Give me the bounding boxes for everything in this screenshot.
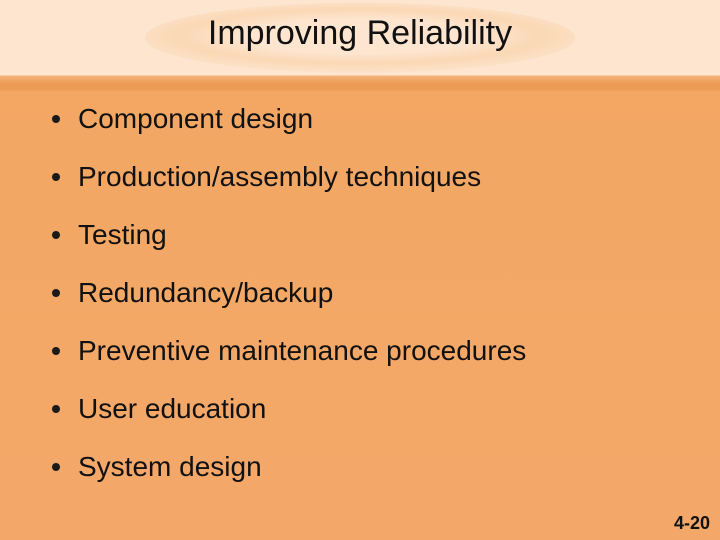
bullet-icon [52, 173, 60, 181]
bullet-text: Component design [78, 102, 313, 135]
slide-title: Improving Reliability [145, 8, 575, 61]
list-item: Testing [52, 218, 680, 251]
title-area: Improving Reliability [145, 8, 575, 61]
bullet-text: Redundancy/backup [78, 276, 333, 309]
bullet-text: User education [78, 392, 266, 425]
list-item: Component design [52, 102, 680, 135]
list-item: Preventive maintenance procedures [52, 334, 680, 367]
bullet-icon [52, 289, 60, 297]
bullet-icon [52, 115, 60, 123]
bullet-icon [52, 231, 60, 239]
bullet-text: Testing [78, 218, 167, 251]
list-item: Production/assembly techniques [52, 160, 680, 193]
bullet-icon [52, 405, 60, 413]
list-item: Redundancy/backup [52, 276, 680, 309]
bullet-list: Component design Production/assembly tec… [52, 102, 680, 508]
list-item: System design [52, 450, 680, 483]
slide: Improving Reliability Component design P… [0, 0, 720, 540]
list-item: User education [52, 392, 680, 425]
bullet-text: Production/assembly techniques [78, 160, 481, 193]
slide-number: 4-20 [674, 513, 710, 534]
bullet-text: Preventive maintenance procedures [78, 334, 526, 367]
bullet-text: System design [78, 450, 262, 483]
bullet-icon [52, 463, 60, 471]
bullet-icon [52, 347, 60, 355]
